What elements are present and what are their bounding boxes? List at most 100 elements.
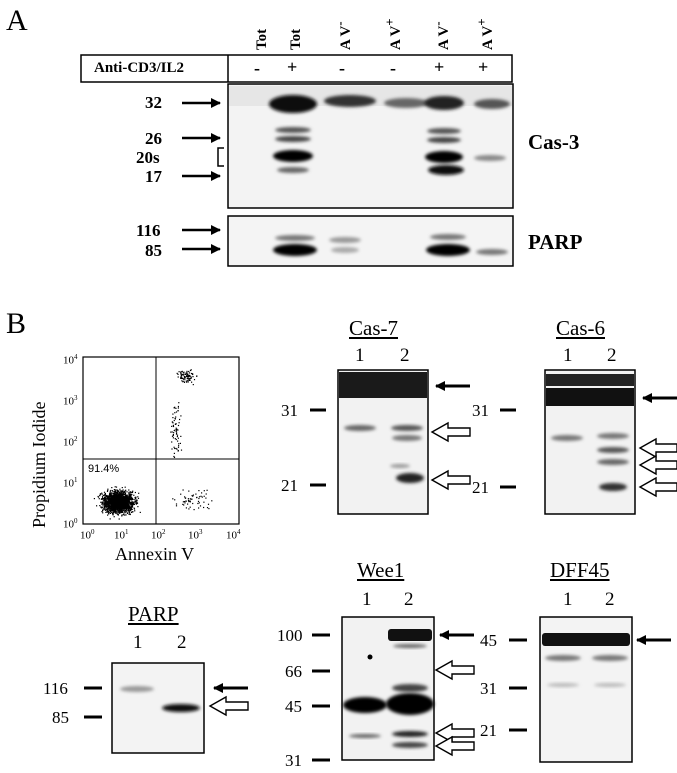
flow-event-dot — [128, 493, 130, 495]
panel-b-letter: B — [6, 307, 27, 340]
flow-event-dot — [137, 496, 139, 498]
flow-event-dot — [124, 514, 126, 516]
flow-event-dot — [188, 379, 190, 381]
flow-event-dot — [119, 509, 121, 511]
flow-event-dot — [115, 504, 117, 506]
flow-event-dot — [109, 490, 111, 492]
flow-event-dot — [183, 374, 185, 376]
flow-event-dot — [116, 500, 119, 502]
flow-event-dot — [129, 496, 131, 498]
flow-event-dot — [110, 489, 112, 492]
flow-event-dot — [129, 494, 131, 496]
flow-event-dot — [121, 499, 123, 501]
flow-event-dot — [171, 448, 173, 450]
flow-event-dot — [119, 496, 121, 498]
flow-y-label: Propidium Iodide — [29, 401, 49, 529]
flow-event-dot — [180, 435, 182, 437]
flow-event-dot — [138, 492, 140, 494]
flow-event-dot — [129, 493, 132, 495]
panel-a-letter: A — [6, 4, 28, 37]
flow-event-dot — [110, 505, 112, 507]
flow-event-dot — [111, 498, 113, 500]
wee1-title: Wee1 — [357, 558, 405, 582]
flow-event-dot — [104, 498, 107, 500]
flow-event-dot — [131, 499, 133, 501]
flow-event-dot — [139, 511, 141, 513]
flow-event-dot — [127, 508, 129, 510]
flow-event-dot — [124, 493, 126, 495]
flow-event-dot — [189, 498, 191, 500]
flow-event-dot — [186, 374, 188, 376]
flow-event-dot — [184, 496, 186, 498]
flow-event-dot — [105, 497, 107, 499]
flow-event-dot — [174, 438, 176, 440]
flow-event-dot — [130, 498, 132, 500]
dff45-title: DFF45 — [550, 558, 610, 582]
flow-event-dot — [190, 376, 192, 378]
flow-event-dot — [186, 373, 188, 375]
flow-event-dot — [126, 506, 128, 508]
flow-event-dot — [121, 504, 123, 506]
flow-event-dot — [115, 499, 117, 501]
flow-event-dot — [105, 498, 107, 500]
flow-event-dot — [181, 377, 183, 379]
flow-event-dot — [127, 512, 129, 514]
parp-b-marker-85: 85 — [52, 708, 69, 727]
flow-event-dot — [97, 496, 100, 498]
flow-event-dot — [116, 511, 118, 513]
flow-event-dot — [115, 506, 117, 508]
flow-event-dot — [116, 502, 119, 504]
flow-event-dot — [113, 495, 115, 497]
flow-event-dot — [112, 512, 114, 515]
flow-event-dot — [116, 505, 118, 507]
parp-b-lane-1: 1 — [133, 632, 143, 653]
flow-event-dot — [96, 505, 98, 507]
open-arrow-icon — [430, 421, 471, 443]
parp-a-marker-116: 116 — [136, 221, 161, 240]
cas6-blot — [544, 369, 636, 515]
flow-event-dot — [124, 505, 126, 508]
flow-event-dot — [187, 381, 189, 383]
flow-event-dot — [187, 379, 190, 381]
flow-event-dot — [198, 502, 200, 504]
flow-event-dot — [172, 424, 174, 426]
flow-event-dot — [109, 493, 111, 496]
flow-event-dot — [201, 496, 203, 498]
flow-event-dot — [117, 495, 119, 497]
dff45-marker-21: 21 — [480, 721, 497, 740]
flow-event-dot — [105, 503, 107, 505]
flow-event-dot — [106, 502, 108, 504]
flow-event-dot — [119, 500, 121, 502]
dff45-blot — [539, 616, 633, 763]
flow-event-dot — [172, 417, 174, 419]
flow-event-dot — [119, 497, 122, 499]
flow-event-dot — [128, 510, 130, 512]
flow-event-dot — [104, 506, 106, 509]
flow-event-dot — [112, 513, 114, 515]
flow-event-dot — [112, 501, 114, 503]
flow-event-dot — [184, 373, 187, 375]
flow-event-dot — [115, 503, 117, 505]
treatment-sign-2: + — [287, 57, 298, 77]
flow-event-dot — [180, 371, 182, 373]
flow-event-dot — [120, 490, 122, 492]
flow-event-dot — [109, 508, 111, 510]
flow-event-dot — [176, 448, 178, 450]
flow-event-dot — [177, 407, 179, 409]
flow-event-dot — [112, 512, 114, 514]
flow-event-dot — [106, 495, 108, 497]
flow-event-dot — [191, 498, 193, 500]
flow-event-dot — [120, 501, 122, 503]
flow-event-dot — [110, 494, 112, 496]
flow-event-dot — [175, 423, 177, 425]
flow-event-dot — [171, 425, 173, 427]
parp-b-title: PARP — [128, 602, 179, 626]
flow-event-dot — [128, 507, 130, 509]
flow-event-dot — [133, 503, 135, 505]
flow-event-dot — [207, 503, 210, 505]
flow-event-dot — [124, 498, 126, 500]
flow-event-dot — [118, 497, 120, 499]
flow-event-dot — [136, 500, 138, 502]
flow-event-dot — [113, 496, 115, 498]
